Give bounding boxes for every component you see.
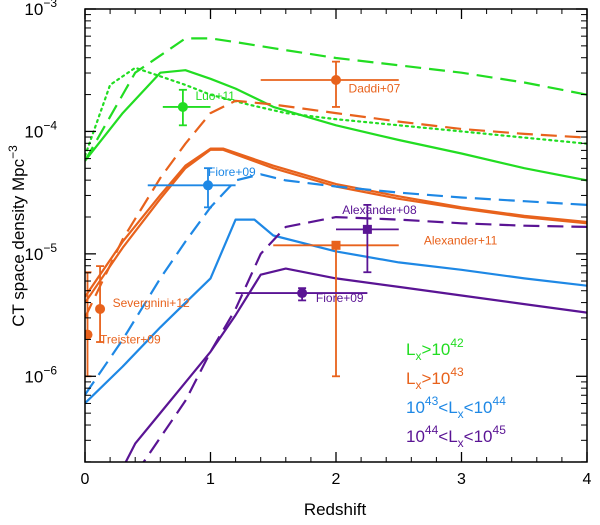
x-tick-label: 2 xyxy=(332,471,341,488)
marker-square xyxy=(331,240,341,250)
x-tick-label: 1 xyxy=(206,471,215,488)
series-green-dashed xyxy=(85,37,587,162)
legend-entry-orange: Lx>1043 xyxy=(406,365,464,392)
point-luo-11-green xyxy=(162,88,211,127)
y-axis-label-sup: −3 xyxy=(6,145,20,159)
label-alexander-08: Alexander+08 xyxy=(342,203,417,217)
point-severgnini-12-orange xyxy=(95,265,106,343)
y-tick-label: 10−4 xyxy=(24,118,57,141)
legend-entry-blue: 1043<Lx<1044 xyxy=(406,394,506,421)
label-treister-09: Treister+09 xyxy=(100,333,161,347)
model-curves xyxy=(85,37,587,462)
point-fiore-09-purple xyxy=(235,287,368,302)
x-tick-label: 0 xyxy=(81,471,90,488)
y-axis-label: CT space density Mpc−3 xyxy=(6,145,28,327)
y-tick-label: 10−5 xyxy=(24,241,57,264)
marker-square xyxy=(362,224,372,234)
label-fiore-09: Fiore+09 xyxy=(316,291,364,305)
legend-entry-purple: 1044<Lx<1045 xyxy=(406,423,506,450)
data-points xyxy=(85,60,399,378)
x-tick-label: 3 xyxy=(457,471,466,488)
point-alexander-08-purple xyxy=(336,203,399,274)
point-alexander-11-orange xyxy=(273,240,399,378)
point-daddi-07-orange xyxy=(260,60,399,108)
label-luo-11: Luo+11 xyxy=(195,89,235,103)
series-green-dotted xyxy=(85,66,587,157)
marker-circle xyxy=(95,303,106,314)
series-purple-dashed xyxy=(142,216,587,462)
point-labels: Luo+11 Daddi+07 Fiore+09 Severgnini+12 Treis… xyxy=(100,82,498,347)
marker-circle xyxy=(297,288,308,299)
series-orange-solid-upper xyxy=(85,147,587,298)
label-fiore-09: Fiore+09 xyxy=(208,165,256,179)
point-fiore-09-blue xyxy=(147,167,236,209)
marker-circle xyxy=(202,180,213,191)
series-blue-dashed xyxy=(85,173,587,396)
y-tick-label: 10−3 xyxy=(24,0,57,19)
series-green-solid xyxy=(85,69,587,182)
y-axis-label-text: CT space density Mpc xyxy=(9,158,28,326)
series-orange-solid xyxy=(85,148,587,304)
axes: 0 1 2 3 4 10−6 10−5 10−4 10−3 xyxy=(24,0,591,488)
marker-circle xyxy=(85,329,93,340)
series-purple-solid xyxy=(124,267,587,462)
series-orange-dashed xyxy=(85,99,587,318)
marker-circle xyxy=(331,75,341,86)
x-axis-label: Redshift xyxy=(304,500,367,519)
point-treister-09-orange xyxy=(85,271,93,378)
y-tick-label: 10−6 xyxy=(24,363,57,386)
label-severgnini-12: Severgnini+12 xyxy=(113,296,190,310)
series-blue-solid xyxy=(85,218,587,404)
x-tick-label: 4 xyxy=(583,471,592,488)
legend-entry-green: Lx>1042 xyxy=(406,336,464,363)
label-alexander-11: Alexander+11 xyxy=(424,233,498,247)
marker-circle xyxy=(177,101,188,112)
label-daddi-07: Daddi+07 xyxy=(349,82,401,96)
